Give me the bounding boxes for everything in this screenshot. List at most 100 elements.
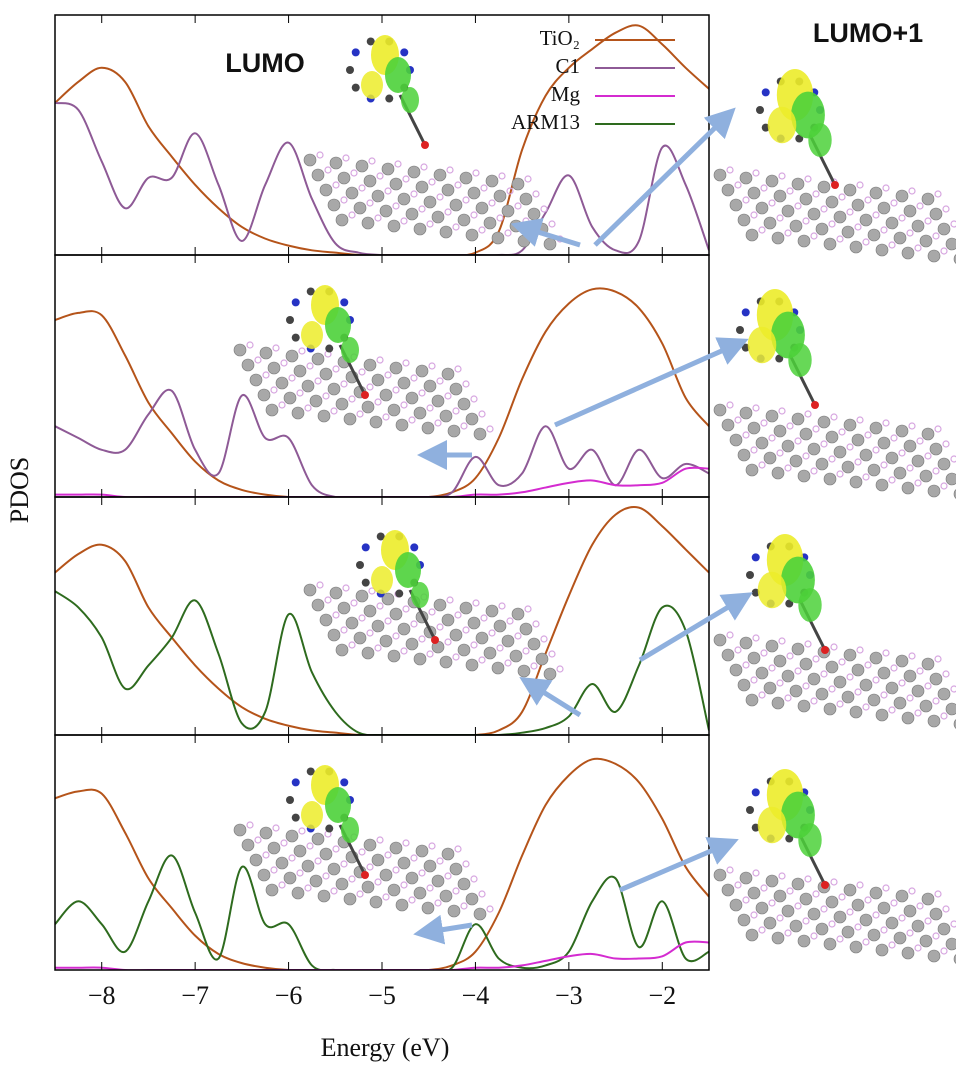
atom [860,214,872,226]
atom [941,948,947,954]
atom [419,206,425,212]
atom [400,48,408,56]
atom [533,191,539,197]
orbital [808,123,831,157]
legend-label: ARM13 [511,110,580,134]
atom [340,298,348,306]
atom [795,903,801,909]
atom [453,654,459,660]
atom [857,182,863,188]
atom [471,212,477,218]
atom [769,200,775,206]
atom [343,155,349,161]
atom [260,347,272,359]
atom [915,945,921,951]
arrow [532,685,580,715]
atom [367,864,373,870]
atom [525,176,531,182]
atom [808,908,820,920]
atom [273,825,279,831]
atom [748,887,760,899]
atom [401,648,407,654]
plot-area [55,759,709,972]
atom [764,217,776,229]
atom [474,428,486,440]
atom [759,227,765,233]
atom [722,884,734,896]
atom [766,640,778,652]
atom [403,176,409,182]
orbital [758,807,787,843]
atom [925,453,931,459]
atom [912,455,924,467]
atom [434,599,446,611]
atom [922,658,934,670]
atom [307,363,313,369]
atom [896,190,908,202]
atom [357,411,363,417]
atom [510,650,522,662]
atom [448,425,460,437]
atom [450,629,462,641]
atom [873,447,879,453]
atom [727,167,733,173]
atom [795,668,801,674]
atom [292,298,300,306]
atom [834,911,846,923]
atom [266,404,278,416]
atom [753,170,759,176]
atom [234,344,246,356]
atom [738,679,750,691]
atom [738,214,750,226]
atom [805,641,811,647]
atom [442,368,454,380]
atom [816,688,828,700]
atom [349,642,355,648]
arrow [595,118,725,245]
atom [286,316,294,324]
atom [834,676,846,688]
atom [432,395,444,407]
atom [912,920,924,932]
atom [852,434,864,446]
atom [899,450,905,456]
atom [727,402,733,408]
atom [826,896,838,908]
atom [863,474,869,480]
atom [297,870,303,876]
atom [761,185,767,191]
atom [753,870,759,876]
atom [746,929,758,941]
atom [356,590,368,602]
atom [831,879,837,885]
atom [427,885,433,891]
atom [549,651,555,657]
atom [852,899,864,911]
atom [497,215,503,221]
atom [403,606,409,612]
atom [943,441,949,447]
atom [842,226,854,238]
atom [935,891,941,897]
atom [868,464,880,476]
atom [427,405,433,411]
atom [473,600,479,606]
atom [263,852,269,858]
atom [487,426,493,432]
atom [899,215,905,221]
atom [466,229,478,241]
atom [930,208,942,220]
atom [341,627,347,633]
atom [312,353,324,365]
atom [393,203,399,209]
atom [411,621,417,627]
atom [769,900,775,906]
atom [367,384,373,390]
atom [876,709,888,721]
atom [730,664,742,676]
atom [746,571,754,579]
atom [803,218,809,224]
atom [380,869,392,881]
atom [497,645,503,651]
atom [938,458,950,470]
